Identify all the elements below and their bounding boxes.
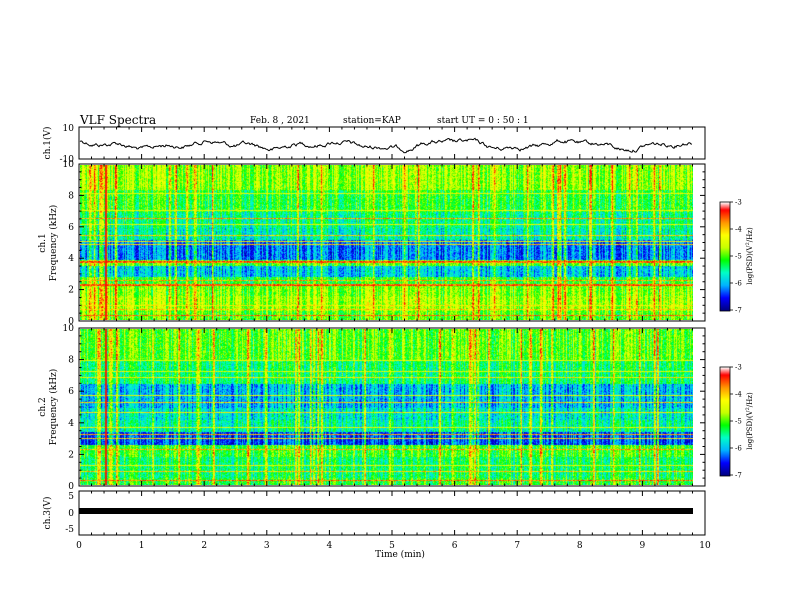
colorbar-tick-label: -3 bbox=[735, 364, 742, 372]
date-label: Feb. 8 , 2021 bbox=[250, 116, 310, 126]
ch2-spectrogram-image bbox=[80, 329, 693, 485]
freq-tick-label: 8 bbox=[68, 356, 74, 366]
chart-title: VLF Spectra bbox=[79, 113, 156, 127]
ch2-colorbar-label: log(PSD)(V2/Hz) bbox=[745, 392, 754, 450]
ch2-spectrogram-panel: 0 2 4 6 8 10 ch.2 Frequency (kHz) bbox=[38, 324, 706, 492]
freq-tick-label: 6 bbox=[68, 387, 74, 397]
ch3-ytick-mid: 0 bbox=[68, 509, 74, 519]
ch1-spec-ylabel: Frequency (kHz) bbox=[48, 205, 59, 282]
x-tick-label: 6 bbox=[452, 541, 458, 551]
x-tick-label: 8 bbox=[577, 541, 583, 551]
x-tick-label: 0 bbox=[76, 541, 82, 551]
ch1-waveform-line bbox=[79, 137, 693, 154]
x-tick-label: 9 bbox=[640, 541, 646, 551]
ch1-ytick-bottom: -10 bbox=[60, 155, 75, 165]
ch1-colorbar-image bbox=[720, 202, 730, 311]
ch1-spec-ylabel-channel: ch.1 bbox=[38, 233, 48, 252]
x-tick-label: 1 bbox=[139, 541, 145, 551]
ch1-ylabel: ch.1(V) bbox=[42, 127, 53, 160]
freq-tick-label: 4 bbox=[68, 419, 74, 429]
freq-tick-label: 4 bbox=[68, 254, 74, 264]
ch1-colorbar-label: log(PSD)(V2/Hz) bbox=[745, 227, 754, 285]
freq-tick-label: 10 bbox=[63, 160, 75, 170]
freq-tick-label: 8 bbox=[68, 191, 74, 201]
colorbar-tick-label: -7 bbox=[735, 307, 742, 315]
colorbar-tick-label: -6 bbox=[735, 445, 742, 453]
x-tick-label: 2 bbox=[201, 541, 207, 551]
ch2-colorbar-image bbox=[720, 367, 730, 476]
station-label: station=KAP bbox=[343, 116, 401, 126]
ch2-spec-ylabel-channel: ch.2 bbox=[38, 397, 48, 416]
start-ut-label: start UT = 0 : 50 : 1 bbox=[437, 116, 529, 126]
ch2-colorbar: -3 -4 -5 -6 -7 log(PSD)(V2/Hz) bbox=[719, 364, 754, 480]
ch1-colorbar: -3 -4 -5 -6 -7 log(PSD)(V2/Hz) bbox=[719, 199, 754, 315]
colorbar-tick-label: -4 bbox=[735, 391, 742, 399]
x-tick-label: 10 bbox=[699, 541, 711, 551]
ch1-spectrogram-image bbox=[80, 165, 693, 320]
freq-tick-label: 0 bbox=[68, 482, 74, 492]
ch2-spec-ylabel: Frequency (kHz) bbox=[48, 369, 59, 446]
ch3-ytick-top: 5 bbox=[68, 492, 74, 502]
ch3-waveform-band bbox=[79, 508, 693, 514]
ch3-ylabel: ch.3(V) bbox=[42, 497, 53, 530]
x-tick-label: 5 bbox=[389, 541, 395, 551]
ch1-spectrogram-panel: 0 2 4 6 8 10 ch.1 Frequency (kHz) bbox=[38, 160, 706, 327]
freq-tick-label: 10 bbox=[63, 324, 75, 334]
x-tick-label: 3 bbox=[264, 541, 270, 551]
colorbar-tick-label: -3 bbox=[735, 199, 742, 207]
freq-tick-label: 2 bbox=[68, 450, 74, 460]
x-axis-label: Time (min) bbox=[375, 549, 425, 560]
colorbar-tick-label: -4 bbox=[735, 226, 742, 234]
x-tick-label: 7 bbox=[514, 541, 520, 551]
colorbar-tick-label: -6 bbox=[735, 280, 742, 288]
freq-tick-label: 2 bbox=[68, 286, 74, 296]
freq-tick-label: 6 bbox=[68, 223, 74, 233]
colorbar-tick-label: -5 bbox=[735, 253, 742, 261]
x-tick-label: 4 bbox=[327, 541, 333, 551]
colorbar-tick-label: -7 bbox=[735, 472, 742, 480]
freq-tick-label: 0 bbox=[68, 317, 74, 327]
ch1-ytick-top: 10 bbox=[63, 124, 75, 134]
ch3-ytick-bottom: -5 bbox=[65, 525, 74, 535]
colorbar-tick-label: -5 bbox=[735, 418, 742, 426]
ch3-waveform-panel: 5 0 -5 ch.3(V) bbox=[42, 490, 706, 536]
